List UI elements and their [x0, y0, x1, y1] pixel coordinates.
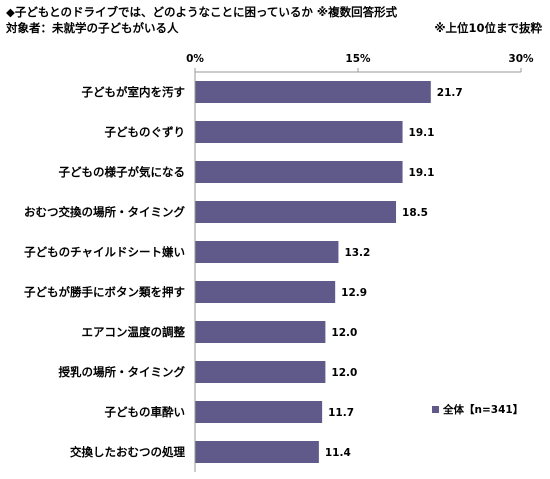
category-label: おむつ交換の場所・タイミング: [24, 205, 185, 219]
value-label: 21.7: [437, 87, 463, 99]
bar: [195, 361, 326, 383]
value-label: 11.7: [328, 407, 354, 419]
value-label: 12.9: [341, 287, 367, 299]
category-label: エアコン温度の調整: [82, 325, 186, 339]
bar: [195, 441, 319, 463]
legend-label: 全体【n=341】: [442, 403, 523, 416]
category-label: 交換したおむつの処理: [70, 445, 185, 459]
legend-swatch: [432, 406, 439, 413]
category-label: 子どものチャイルドシート嫌い: [24, 245, 185, 259]
value-label: 19.1: [409, 167, 435, 179]
tick-label: 15%: [345, 53, 371, 65]
value-label: 12.0: [331, 327, 357, 339]
category-label: 授乳の場所・タイミング: [59, 365, 186, 379]
bar: [195, 81, 431, 103]
tick-label: 0%: [186, 53, 204, 65]
category-label: 子どものぐずり: [105, 125, 186, 139]
category-label: 子どもが勝手にボタン類を押す: [24, 285, 185, 299]
chart-subtitle: 対象者：未就学の子どもがいる人: [6, 21, 179, 35]
value-label: 18.5: [402, 207, 428, 219]
category-label: 子どもが室内を汚す: [82, 85, 186, 99]
value-label: 19.1: [409, 127, 435, 139]
chart-title: ◆子どもとのドライブでは、どのようなことに困っているか ※複数回答形式: [6, 5, 398, 19]
value-label: 13.2: [344, 247, 370, 259]
bar: [195, 201, 397, 223]
chart-note: ※上位10位まで抜粋: [434, 21, 542, 35]
category-label: 子どもの車酔い: [105, 405, 186, 419]
tick-label: 30%: [508, 53, 534, 65]
bar: [195, 281, 336, 303]
bar: [195, 321, 326, 343]
bar: [195, 121, 403, 143]
value-label: 11.4: [325, 447, 351, 459]
bar: [195, 241, 339, 263]
value-label: 12.0: [331, 367, 357, 379]
bar: [195, 161, 403, 183]
bar: [195, 401, 323, 423]
category-label: 子どもの様子が気になる: [59, 165, 186, 179]
